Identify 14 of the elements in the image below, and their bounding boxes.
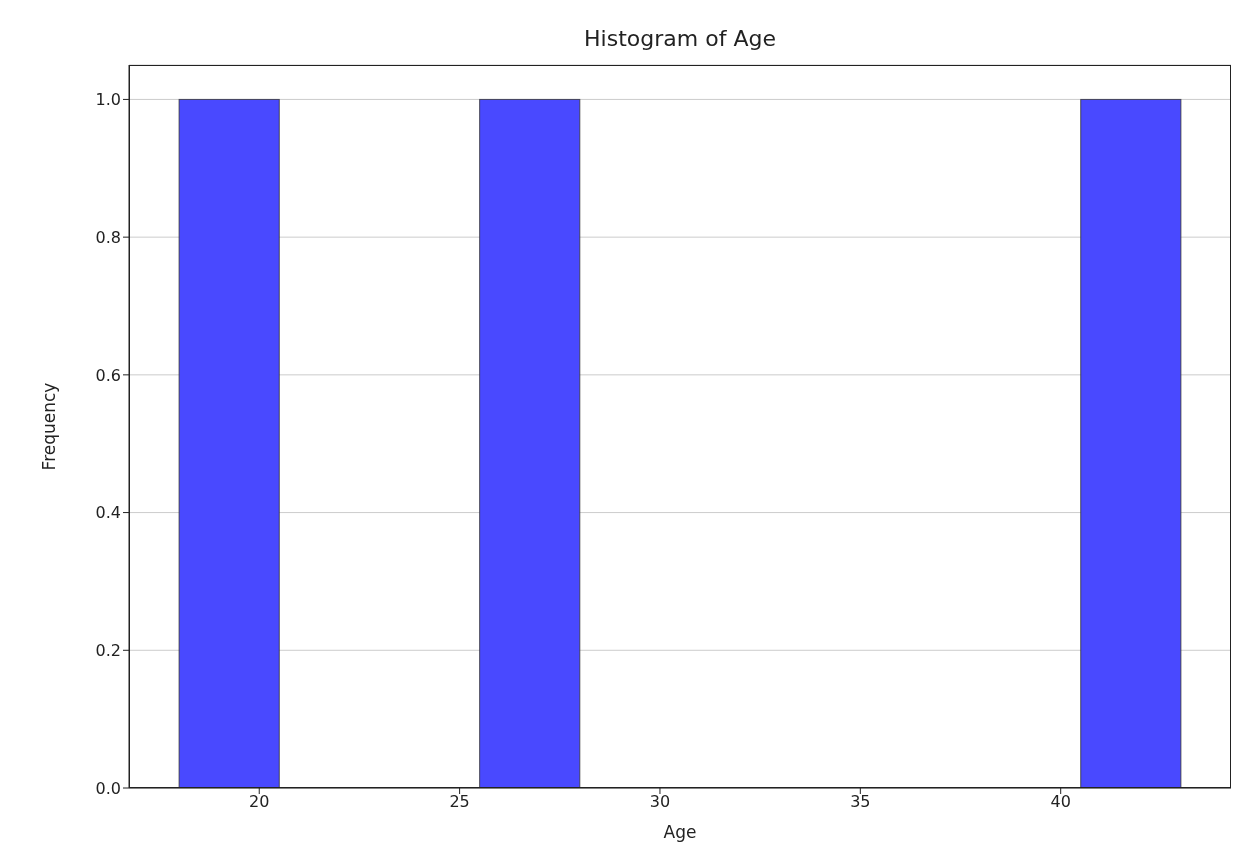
y-tick-label: 0.4 [95,503,121,523]
x-tick-label: 30 [649,792,671,812]
y-axis-title: Frequency [39,382,60,471]
x-tick-label: 40 [1050,792,1071,812]
x-tick-label: 35 [850,792,871,812]
chart-title: Histogram of Age [583,26,777,51]
y-tick-label: 0.6 [95,365,121,385]
y-tick-label: 0.2 [95,640,121,660]
x-axis-title: Age [663,822,697,842]
y-tick-label: 1.0 [95,90,121,110]
y-tick-label: 0.0 [95,778,121,798]
y-tick-label: 0.8 [95,227,121,247]
x-tick-label: 25 [449,792,470,812]
x-tick-label: 20 [249,792,270,812]
